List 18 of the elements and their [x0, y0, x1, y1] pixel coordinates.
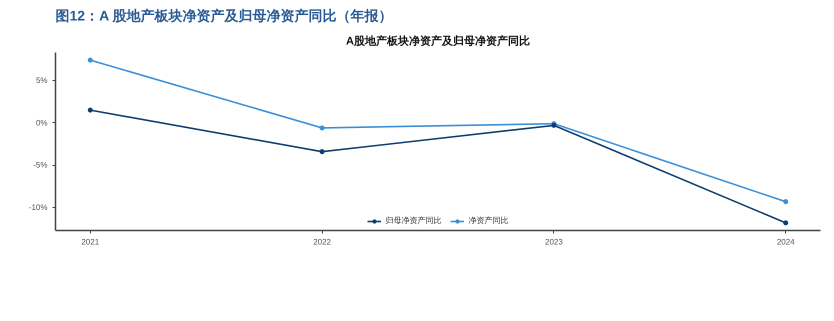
point	[88, 58, 93, 63]
chart-title: 图12：A 股地产板块净资产及归母净资产同比（年报）	[56, 8, 393, 24]
point	[320, 149, 325, 154]
point	[88, 108, 93, 113]
x-tick-label: 2021	[81, 238, 100, 246]
x-tick-label: 2022	[313, 238, 332, 246]
x-tick-label: 2024	[776, 238, 796, 246]
point	[320, 125, 325, 130]
legend-label: 净资产同比	[468, 215, 508, 226]
chart-subtitle: A股地产板块净资产及归母净资产同比	[346, 34, 530, 48]
y-tick-label: 5%	[36, 76, 48, 85]
point	[783, 220, 788, 226]
y-tick-label: -10%	[28, 203, 48, 212]
y-tick-label: -5%	[33, 160, 48, 170]
x-tick-label: 2023	[545, 238, 564, 246]
y-tick-label: 0%	[36, 118, 48, 128]
point	[783, 199, 788, 204]
legend-label: 归母净资产同比	[386, 215, 442, 226]
